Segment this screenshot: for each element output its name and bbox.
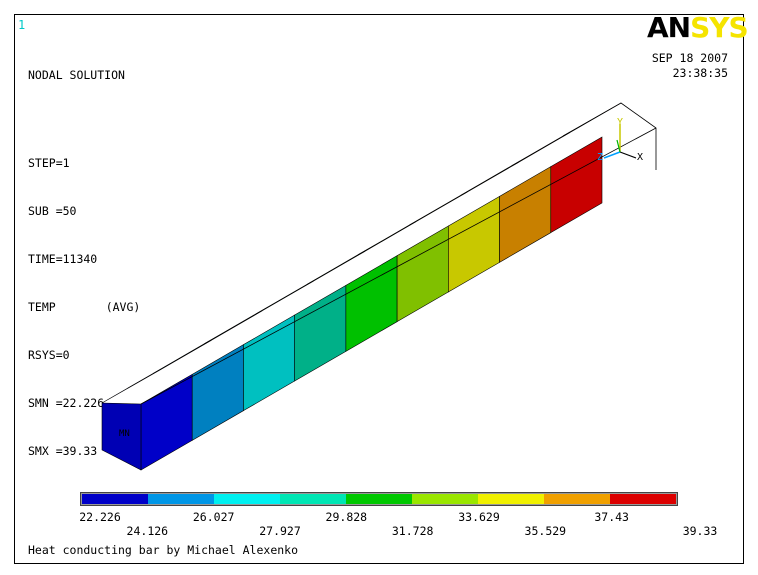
info-step: STEP=1 bbox=[28, 156, 70, 170]
bar-end-face bbox=[101, 402, 142, 471]
legend-swatch bbox=[610, 494, 676, 504]
time-text: 23:38:35 bbox=[672, 66, 728, 80]
legend-swatch bbox=[214, 494, 280, 504]
bar-side-segment bbox=[550, 136, 603, 234]
bar-top-edge bbox=[140, 127, 657, 405]
temp-avg: (AVG) bbox=[105, 300, 141, 314]
bar-side-segment bbox=[499, 166, 552, 263]
legend-swatch bbox=[148, 494, 214, 504]
timestamp: SEP 18 2007 23:38:35 bbox=[652, 51, 728, 81]
bar-side-segment bbox=[140, 373, 193, 471]
window-number: 1 bbox=[18, 18, 26, 32]
bar-far-edge bbox=[562, 102, 657, 170]
bar-side-segment bbox=[396, 225, 449, 323]
info-smn: SMN =22.226 bbox=[28, 396, 105, 410]
legend-swatch bbox=[346, 494, 412, 504]
bar-side-segment bbox=[243, 314, 295, 412]
mn-marker: MN bbox=[119, 429, 130, 439]
bar-side-segment bbox=[345, 255, 398, 352]
coordinate-triad: Y X Z bbox=[597, 117, 643, 163]
legend-swatch bbox=[478, 494, 544, 504]
triad-x-label: X bbox=[637, 152, 643, 163]
legend-swatch bbox=[412, 494, 478, 504]
solution-title: NODAL SOLUTION bbox=[28, 68, 125, 82]
info-temp: TEMP (AVG) bbox=[28, 299, 140, 315]
temp-label: TEMP bbox=[28, 300, 56, 314]
ansys-logo: ANSYS bbox=[647, 11, 749, 44]
bar-side-segment bbox=[294, 284, 347, 382]
color-legend bbox=[80, 492, 678, 506]
bar-side-segment bbox=[191, 344, 244, 441]
legend-swatch bbox=[280, 494, 346, 504]
legend-swatch bbox=[82, 494, 148, 504]
date-text: SEP 18 2007 bbox=[651, 51, 728, 65]
info-rsys: RSYS=0 bbox=[28, 348, 70, 362]
triad-z-label: Z bbox=[597, 152, 603, 163]
bar-side-segment bbox=[448, 195, 500, 293]
plot-caption: Heat conducting bar by Michael Alexenko bbox=[28, 543, 299, 557]
info-smx: SMX =39.33 bbox=[28, 444, 98, 458]
solution-info: NODAL SOLUTION STEP=1 SUB =50 TIME=11340… bbox=[28, 35, 140, 475]
info-sub: SUB =50 bbox=[28, 204, 77, 218]
legend-swatch bbox=[544, 494, 610, 504]
info-time: TIME=11340 bbox=[28, 252, 98, 266]
triad-y-label: Y bbox=[617, 117, 623, 128]
